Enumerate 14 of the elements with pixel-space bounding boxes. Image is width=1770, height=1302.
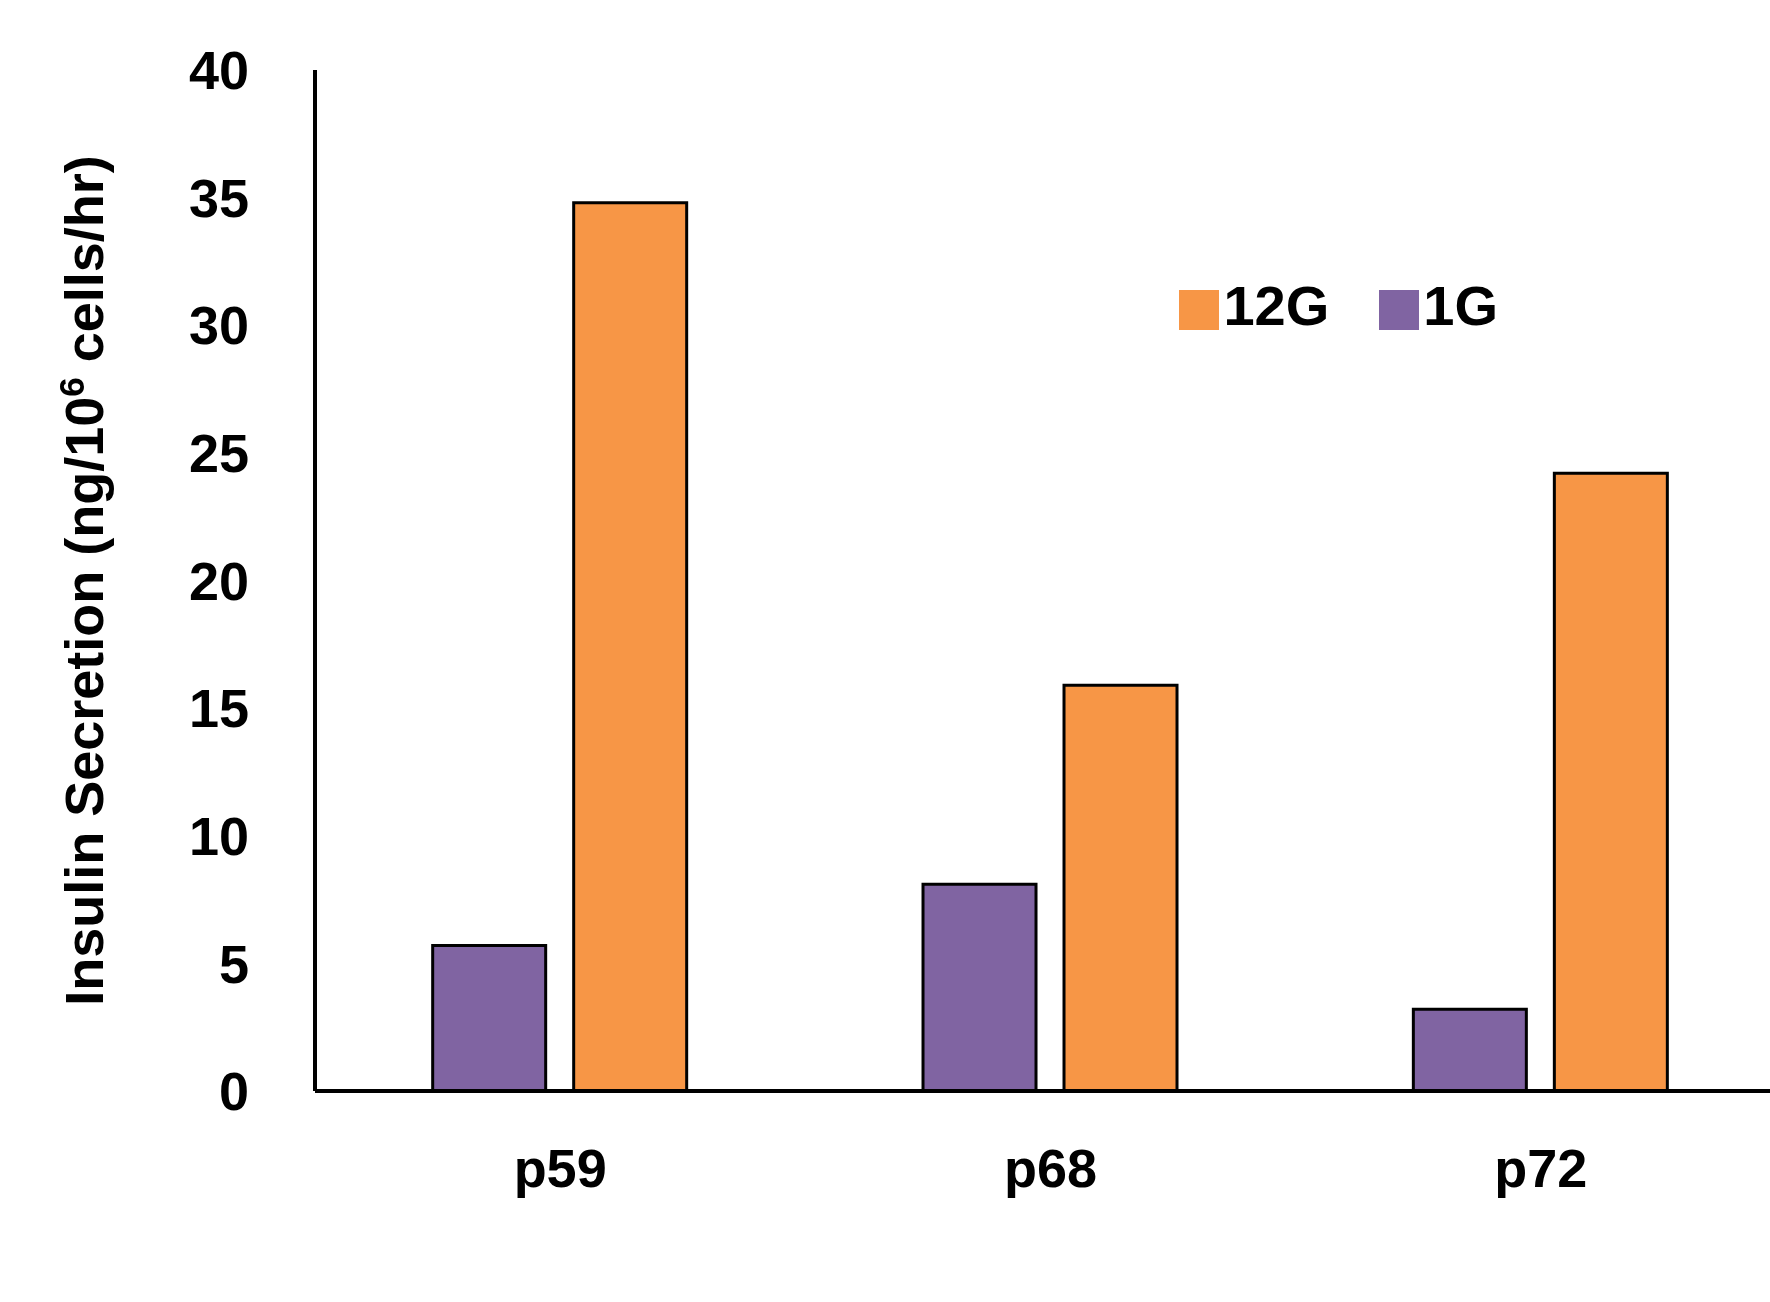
x-tick-label: p59 [513, 1138, 607, 1199]
y-tick-label: 15 [188, 678, 249, 739]
y-tick-label: 20 [188, 550, 249, 611]
y-tick-label: 35 [188, 167, 249, 228]
y-tick-label: 30 [188, 295, 249, 356]
y-tick-label: 0 [218, 1061, 249, 1122]
legend-label: 1G [1423, 274, 1498, 337]
y-tick-label: 25 [188, 423, 249, 484]
y-tick-label: 40 [188, 40, 249, 101]
x-tick-label: p72 [1494, 1138, 1588, 1199]
legend-label: 12G [1223, 274, 1330, 337]
x-tick-label: p68 [1003, 1138, 1098, 1199]
y-tick-label: 5 [218, 933, 249, 994]
y-tick-label: 10 [188, 805, 249, 866]
